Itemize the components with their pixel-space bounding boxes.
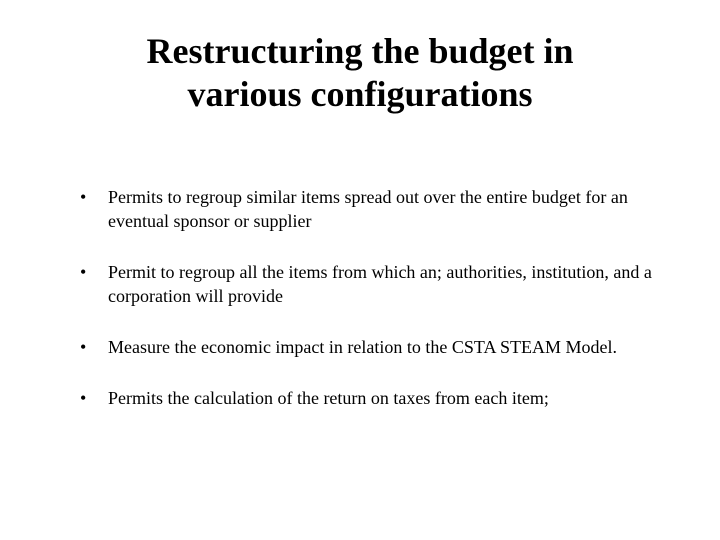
slide-title: Restructuring the budget in various conf…	[60, 30, 660, 116]
bullet-item: Measure the economic impact in relation …	[80, 336, 660, 359]
bullet-item: Permits the calculation of the return on…	[80, 387, 660, 410]
bullet-item: Permit to regroup all the items from whi…	[80, 261, 660, 308]
bullet-list: Permits to regroup similar items spread …	[60, 186, 660, 410]
bullet-item: Permits to regroup similar items spread …	[80, 186, 660, 233]
